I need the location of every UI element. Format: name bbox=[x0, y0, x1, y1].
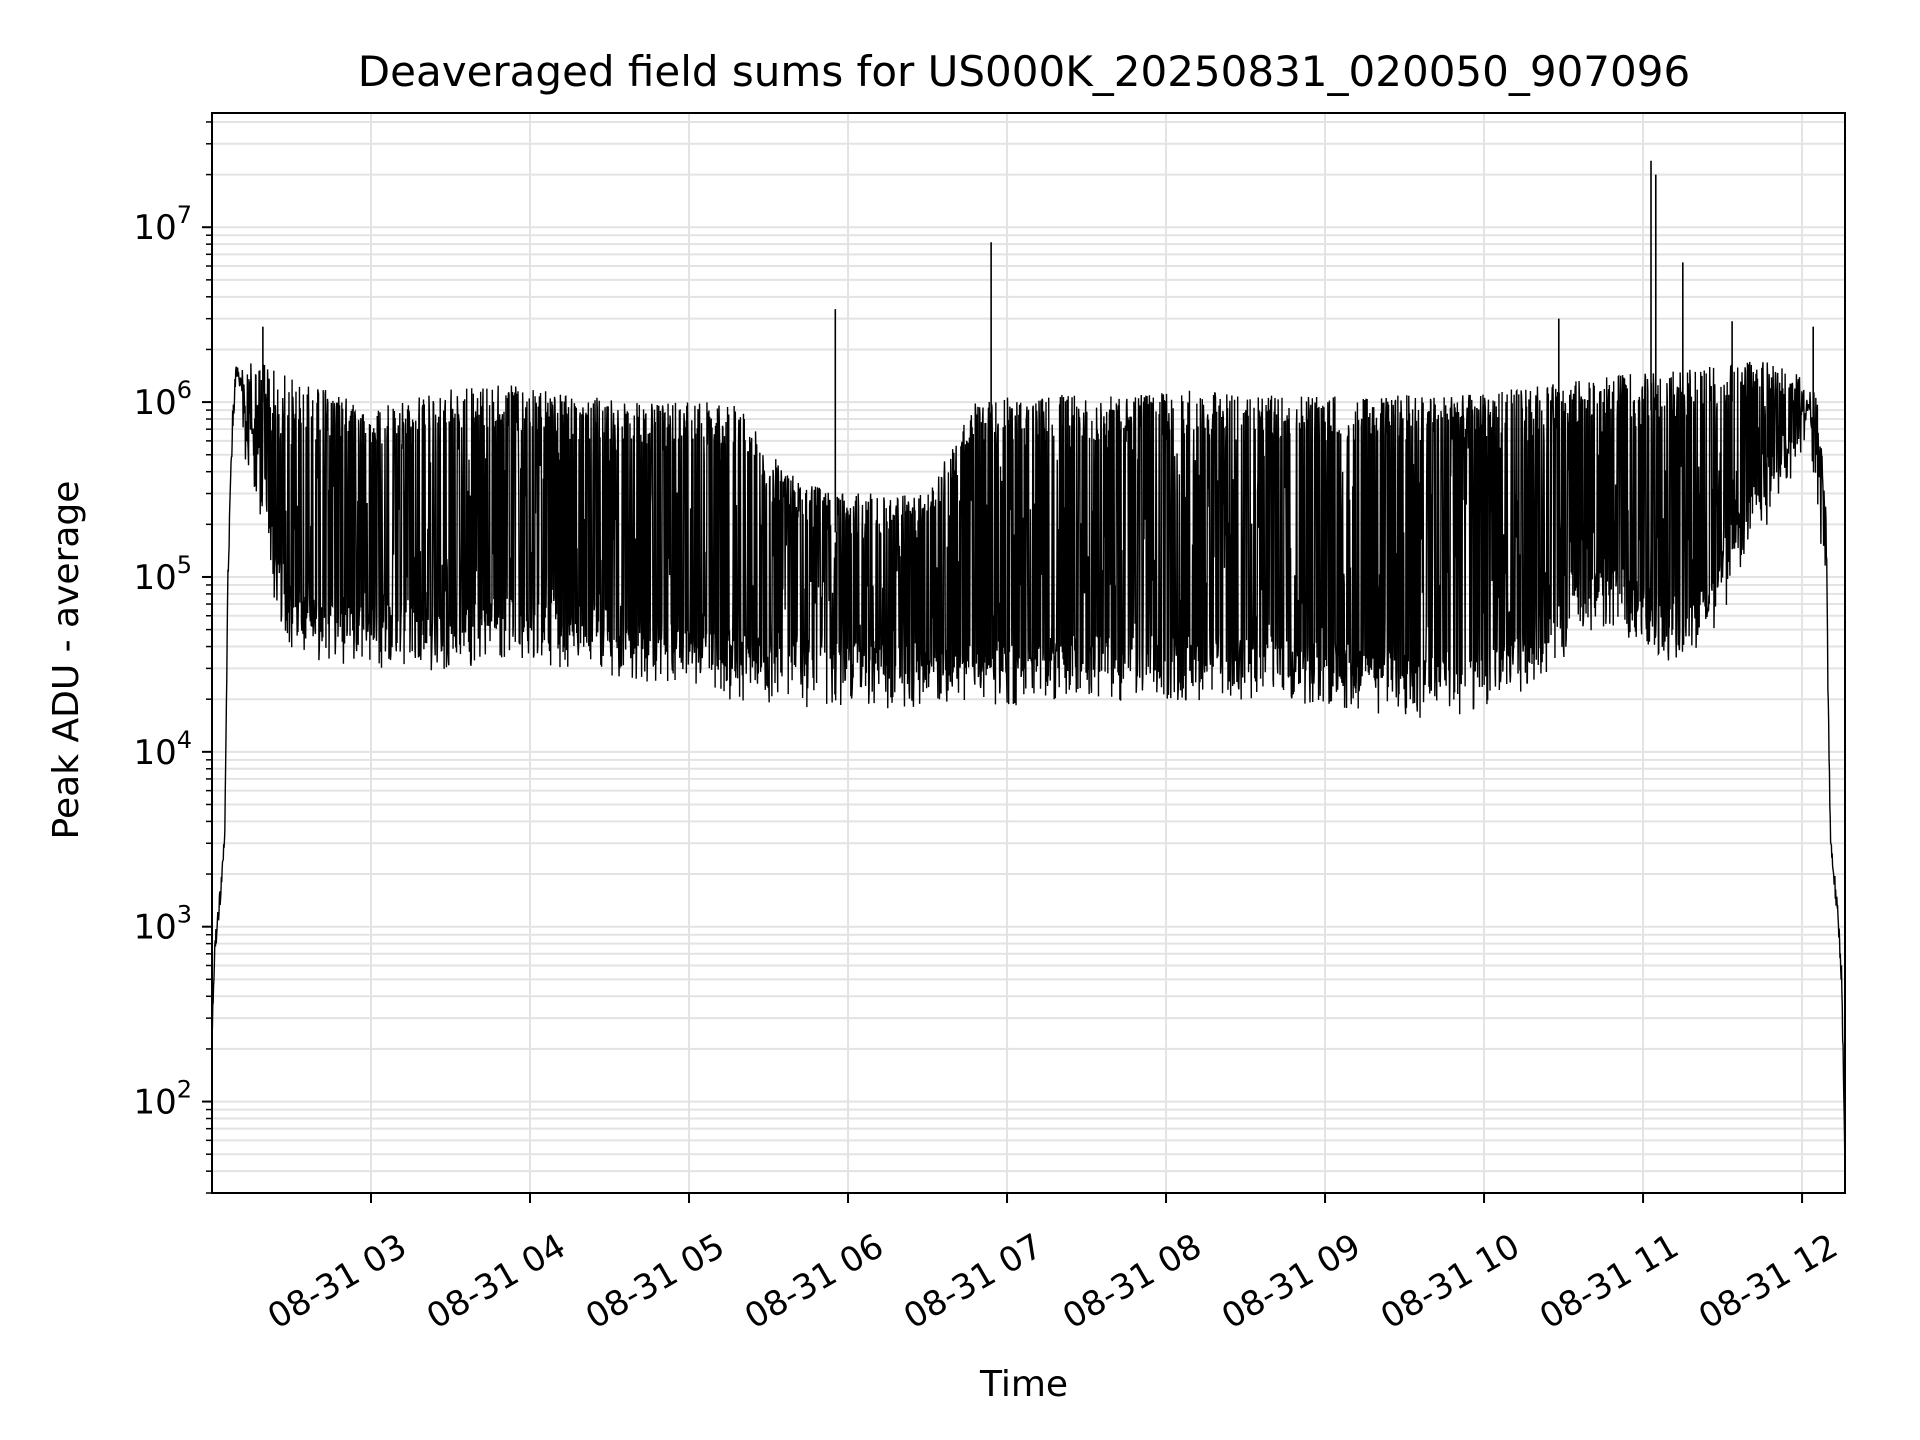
y-axis-label: Peak ADU - average bbox=[46, 481, 87, 840]
chart-title: Deaveraged field sums for US000K_2025083… bbox=[358, 47, 1690, 96]
y-tick-label: 103 bbox=[133, 901, 192, 948]
y-tick-label: 107 bbox=[133, 201, 192, 248]
series-line bbox=[211, 361, 1846, 1176]
x-axis-label: Time bbox=[979, 1364, 1068, 1405]
y-tick-label: 102 bbox=[133, 1076, 192, 1123]
y-axis: 102 103 104 105 106 107 bbox=[133, 121, 212, 1194]
y-tick-label: 106 bbox=[133, 376, 192, 423]
y-tick-label: 105 bbox=[133, 551, 192, 598]
spikes bbox=[262, 160, 1814, 533]
y-tick-label: 104 bbox=[133, 726, 192, 773]
plot-frame bbox=[211, 112, 1846, 1194]
